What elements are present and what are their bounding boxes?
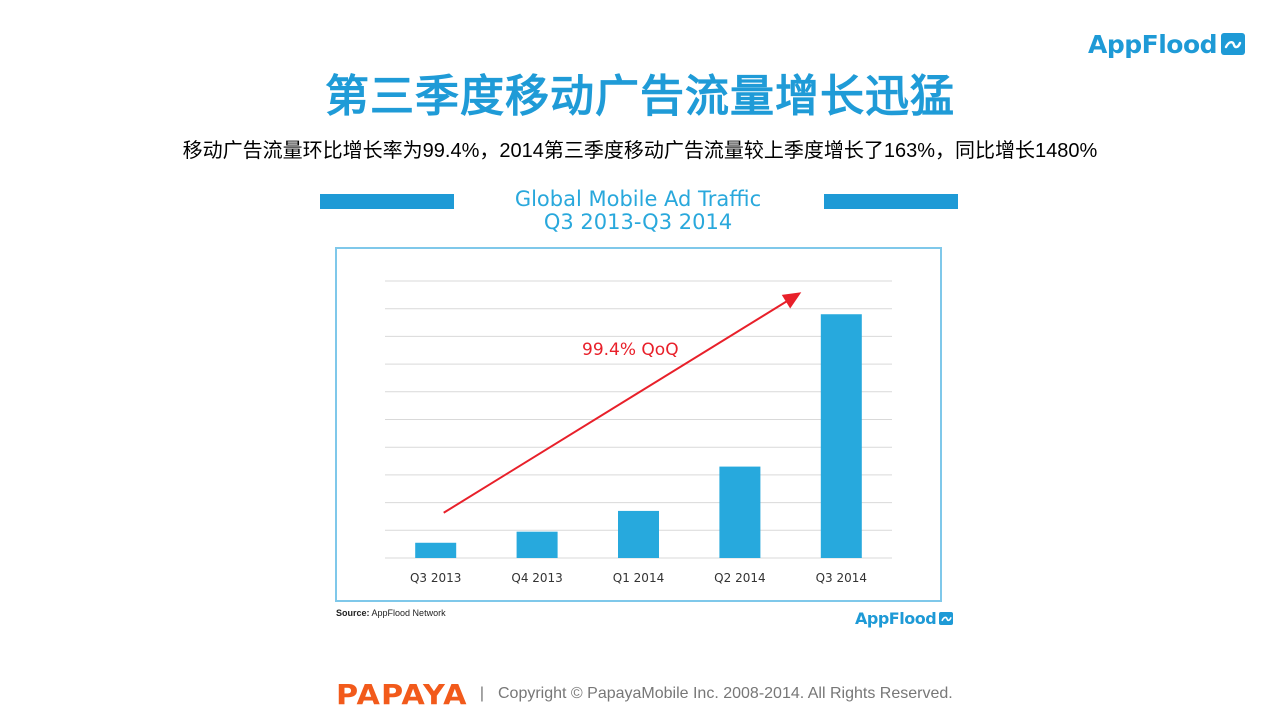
source-text: AppFlood Network (371, 608, 446, 618)
chart-watermark-logo: AppFlood (855, 609, 954, 628)
x-tick-label: Q3 2013 (410, 571, 461, 585)
source-label: Source: (336, 608, 370, 618)
chart-source: Source: AppFlood Network (336, 608, 446, 618)
page-subtitle: 移动广告流量环比增长率为99.4%，2014第三季度移动广告流量较上季度增长了1… (182, 140, 1098, 162)
annotation-arrow-line (443, 296, 794, 514)
appflood-logo-text: AppFlood (1088, 29, 1218, 59)
appflood-wave-icon (1221, 33, 1246, 55)
chart-frame (335, 247, 942, 602)
appflood-wave-icon-small (939, 612, 954, 625)
chart-header-bar-left (320, 194, 454, 209)
x-tick-label: Q2 2014 (714, 571, 765, 585)
chart-watermark-text: AppFlood (855, 609, 937, 628)
chart-title: Global Mobile Ad Traffic (514, 187, 762, 211)
appflood-logo: AppFlood (1088, 28, 1246, 60)
x-tick-label: Q1 2014 (613, 571, 664, 585)
x-tick-label: Q3 2014 (816, 571, 867, 585)
chart-header-bar-right (824, 194, 958, 209)
chart-subtitle: Q3 2013-Q3 2014 (543, 210, 733, 234)
annotation-arrow-head (781, 292, 802, 309)
footer: PAPAYA | Copyright © PapayaMobile Inc. 2… (336, 677, 953, 711)
bar (415, 542, 457, 558)
bar (820, 314, 862, 558)
chart-title-block: Global Mobile Ad Traffic Q3 2013-Q3 2014 (470, 188, 806, 234)
bar (516, 531, 558, 558)
chart: Global Mobile Ad Traffic Q3 2013-Q3 2014… (320, 186, 960, 628)
bar (618, 510, 659, 558)
papaya-logo: PAPAYA (336, 677, 468, 711)
footer-copyright: Copyright © PapayaMobile Inc. 2008-2014.… (497, 685, 953, 702)
chart-plot: Q3 2013 Q4 2013 Q1 2014 Q2 2014 Q3 2014 99.4%… (385, 280, 892, 585)
x-tick-label: Q4 2013 (511, 571, 562, 585)
footer-separator: | (479, 685, 484, 702)
page-title: 第三季度移动广告流量增长迅猛 (325, 71, 955, 122)
bar (719, 466, 761, 558)
annotation-label: 99.4% QoQ (582, 340, 679, 360)
